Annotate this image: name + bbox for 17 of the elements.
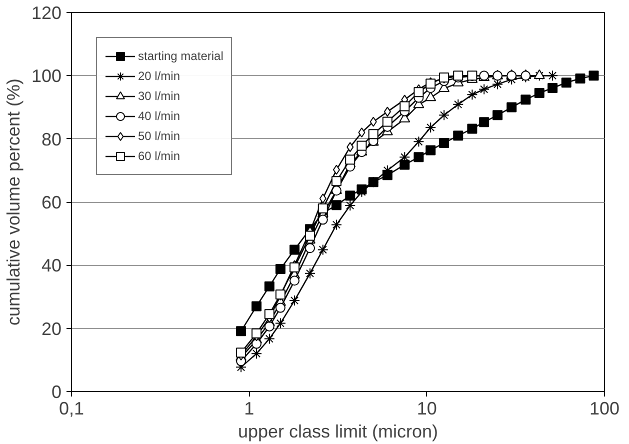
y-axis-title: cumulative volume percent (%): [3, 78, 24, 326]
y-tick-label: 40: [41, 256, 62, 276]
legend-label: 40 l/min: [138, 109, 180, 123]
y-tick-label: 60: [41, 192, 62, 212]
legend-label: 20 l/min: [138, 69, 180, 83]
y-tick-label: 100: [31, 66, 62, 86]
y-tick-label: 80: [41, 129, 62, 150]
x-tick-label: 1: [244, 398, 254, 418]
legend-label: 50 l/min: [138, 129, 180, 143]
y-tick-label: 20: [41, 318, 62, 339]
legend-label: starting material: [138, 49, 224, 63]
x-tick-label: 10: [416, 398, 437, 418]
y-tick-label: 120: [31, 3, 62, 23]
legend-label: 30 l/min: [138, 89, 180, 103]
x-axis-title: upper class limit (micron): [238, 422, 438, 442]
x-tick-label: 100: [589, 398, 620, 418]
legend-label: 60 l/min: [138, 149, 180, 163]
